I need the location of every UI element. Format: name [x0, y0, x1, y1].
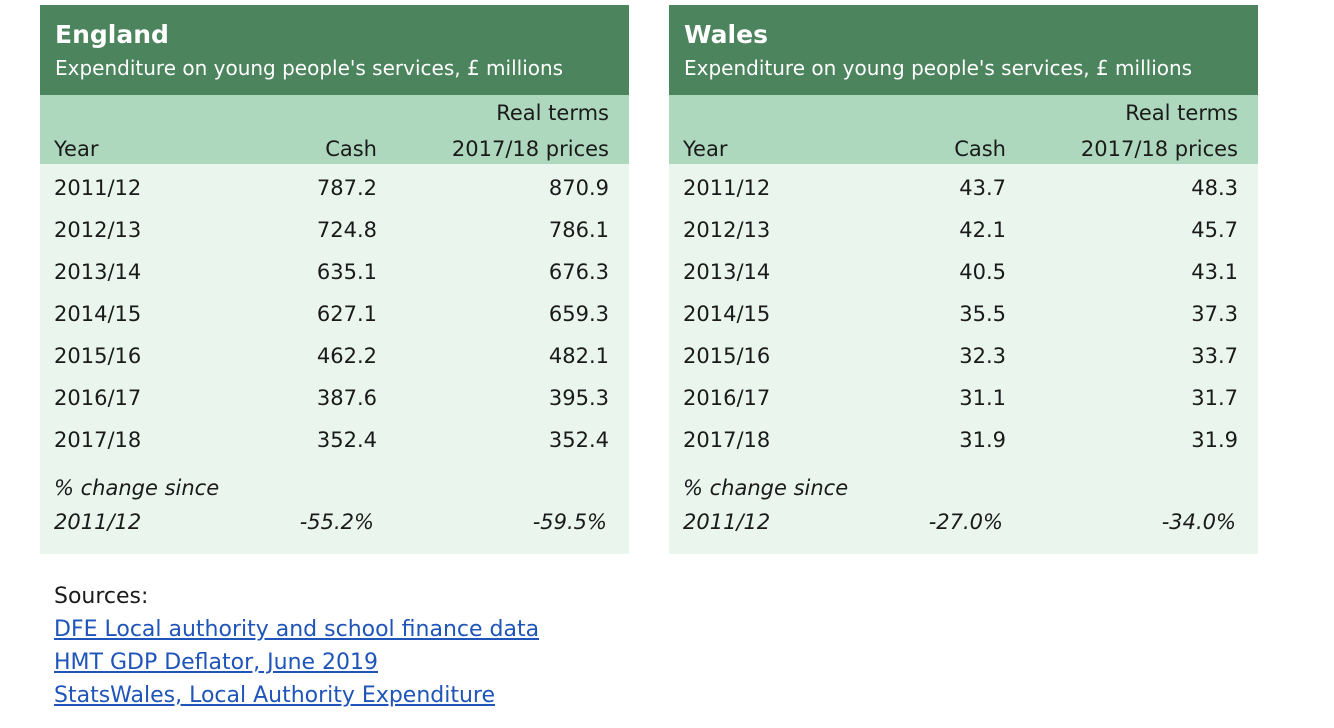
percent-change-cash: -55.2% — [299, 510, 374, 534]
england-subtitle: Expenditure on young people's services, … — [55, 56, 564, 80]
cell-cash: 387.6 — [316, 386, 377, 410]
cell-real: 395.3 — [548, 386, 609, 410]
cell-year: 2011/12 — [683, 176, 771, 200]
wales-table-header: Wales Expenditure on young people's serv… — [669, 5, 1258, 95]
cell-real: 37.3 — [1191, 302, 1238, 326]
cell-year: 2013/14 — [54, 260, 142, 284]
percent-change-real: -59.5% — [532, 510, 607, 534]
cell-cash: 42.1 — [959, 218, 1006, 242]
table-row: 2017/18 352.4 352.4 — [40, 420, 629, 462]
cell-real: 659.3 — [548, 302, 609, 326]
cell-real: 870.9 — [548, 176, 609, 200]
cell-year: 2017/18 — [54, 428, 142, 452]
cell-real: 31.9 — [1191, 428, 1238, 452]
cell-year: 2016/17 — [683, 386, 771, 410]
table-row: 2014/15 627.1 659.3 — [40, 294, 629, 336]
source-link-dfe[interactable]: DFE Local authority and school finance d… — [54, 617, 540, 642]
table-row: 2012/13 42.1 45.7 — [669, 210, 1258, 252]
percent-change-real: -34.0% — [1161, 510, 1236, 534]
cell-cash: 32.3 — [959, 344, 1006, 368]
cell-year: 2013/14 — [683, 260, 771, 284]
england-title: England — [55, 20, 169, 49]
percent-change-label: % change since — [683, 476, 849, 500]
table-row: 2015/16 32.3 33.7 — [669, 336, 1258, 378]
cell-real: 33.7 — [1191, 344, 1238, 368]
wales-rows: 2011/12 43.7 48.3 2012/13 42.1 45.7 2013/14 4… — [669, 164, 1258, 462]
table-row: 2016/17 387.6 395.3 — [40, 378, 629, 420]
cell-year: 2016/17 — [54, 386, 142, 410]
cell-real: 676.3 — [548, 260, 609, 284]
cell-cash: 627.1 — [316, 302, 377, 326]
column-header-real-terms: Real terms — [1125, 101, 1238, 125]
cell-cash: 462.2 — [316, 344, 377, 368]
cell-year: 2017/18 — [683, 428, 771, 452]
cell-year: 2014/15 — [683, 302, 771, 326]
cell-cash: 43.7 — [959, 176, 1006, 200]
cell-cash: 635.1 — [316, 260, 377, 284]
wales-column-headers: Year Cash Real terms 2017/18 prices — [669, 95, 1258, 164]
cell-cash: 35.5 — [959, 302, 1006, 326]
wales-percent-change: % change since 2011/12 -27.0% -34.0% — [669, 462, 1258, 557]
cell-year: 2015/16 — [54, 344, 142, 368]
source-link-hmt[interactable]: HMT GDP Deflator, June 2019 — [54, 650, 379, 675]
column-header-year: Year — [683, 137, 728, 161]
column-header-real-prices: 2017/18 prices — [1080, 137, 1238, 161]
percent-change-label: % change since — [54, 476, 220, 500]
cell-real: 31.7 — [1191, 386, 1238, 410]
source-link-statswales[interactable]: StatsWales, Local Authority Expenditure — [54, 683, 496, 708]
table-row: 2011/12 787.2 870.9 — [40, 168, 629, 210]
percent-change-cash: -27.0% — [928, 510, 1003, 534]
wales-subtitle: Expenditure on young people's services, … — [684, 56, 1193, 80]
table-row: 2012/13 724.8 786.1 — [40, 210, 629, 252]
cell-cash: 787.2 — [316, 176, 377, 200]
table-row: 2016/17 31.1 31.7 — [669, 378, 1258, 420]
sources-label: Sources: — [54, 584, 149, 609]
cell-real: 482.1 — [548, 344, 609, 368]
england-table: England Expenditure on young people's se… — [40, 5, 629, 554]
cell-real: 352.4 — [548, 428, 609, 452]
cell-real: 48.3 — [1191, 176, 1238, 200]
wales-title: Wales — [684, 20, 768, 49]
sources: Sources: DFE Local authority and school … — [54, 580, 539, 712]
cell-year: 2014/15 — [54, 302, 142, 326]
column-header-real-prices: 2017/18 prices — [451, 137, 609, 161]
cell-cash: 31.1 — [959, 386, 1006, 410]
percent-change-base-year: 2011/12 — [683, 510, 771, 534]
table-row: 2013/14 40.5 43.1 — [669, 252, 1258, 294]
cell-year: 2011/12 — [54, 176, 142, 200]
table-row: 2011/12 43.7 48.3 — [669, 168, 1258, 210]
table-row: 2017/18 31.9 31.9 — [669, 420, 1258, 462]
column-header-real-terms: Real terms — [496, 101, 609, 125]
column-header-cash: Cash — [325, 137, 377, 161]
cell-real: 45.7 — [1191, 218, 1238, 242]
cell-cash: 352.4 — [316, 428, 377, 452]
cell-cash: 31.9 — [959, 428, 1006, 452]
table-row: 2015/16 462.2 482.1 — [40, 336, 629, 378]
cell-cash: 724.8 — [316, 218, 377, 242]
cell-year: 2012/13 — [683, 218, 771, 242]
wales-table: Wales Expenditure on young people's serv… — [669, 5, 1258, 554]
column-header-cash: Cash — [954, 137, 1006, 161]
cell-cash: 40.5 — [959, 260, 1006, 284]
table-row: 2014/15 35.5 37.3 — [669, 294, 1258, 336]
england-percent-change: % change since 2011/12 -55.2% -59.5% — [40, 462, 629, 557]
column-header-year: Year — [54, 137, 99, 161]
percent-change-base-year: 2011/12 — [54, 510, 142, 534]
table-row: 2013/14 635.1 676.3 — [40, 252, 629, 294]
england-rows: 2011/12 787.2 870.9 2012/13 724.8 786.1 2013… — [40, 164, 629, 462]
cell-year: 2012/13 — [54, 218, 142, 242]
england-column-headers: Year Cash Real terms 2017/18 prices — [40, 95, 629, 164]
cell-real: 43.1 — [1191, 260, 1238, 284]
cell-year: 2015/16 — [683, 344, 771, 368]
england-table-header: England Expenditure on young people's se… — [40, 5, 629, 95]
cell-real: 786.1 — [548, 218, 609, 242]
